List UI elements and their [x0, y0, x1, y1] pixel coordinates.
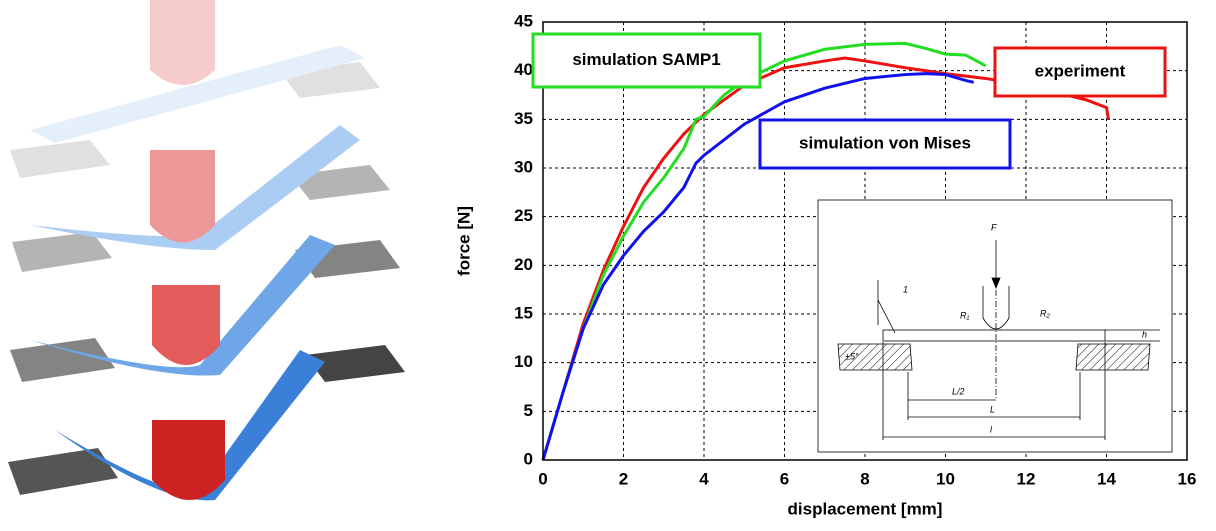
- x-tick-label: 0: [538, 469, 547, 488]
- y-tick-label: 35: [514, 109, 533, 128]
- figure: displacement [mm] force [N] F 1 R₁ R₂ h ±5° L/…: [0, 0, 1216, 526]
- y-tick-label: 0: [524, 449, 533, 468]
- y-tick-label: 30: [514, 157, 533, 176]
- inset-label: h: [1142, 329, 1147, 339]
- y-tick-label: 45: [514, 11, 533, 30]
- inset-label: R₂: [1040, 308, 1050, 318]
- inset-label: 1: [903, 284, 908, 294]
- x-tick-label: 8: [860, 469, 869, 488]
- y-axis-label: force [N]: [454, 206, 473, 276]
- inset-label: L: [990, 404, 995, 414]
- y-tick-label: 10: [514, 352, 533, 371]
- y-tick-label: 25: [514, 206, 533, 225]
- x-tick-label: 6: [780, 469, 789, 488]
- legend-label: simulation von Mises: [799, 133, 971, 152]
- x-tick-label: 2: [619, 469, 628, 488]
- inset-label: ±5°: [845, 351, 859, 361]
- y-tick-label: 5: [524, 401, 533, 420]
- inset-label: L/2: [952, 386, 965, 396]
- y-tick-label: 15: [514, 303, 533, 322]
- inset-label: R₁: [960, 310, 969, 320]
- x-tick-label: 14: [1097, 469, 1116, 488]
- x-tick-label: 10: [936, 469, 955, 488]
- inset-label: F: [991, 222, 997, 232]
- x-axis-label: displacement [mm]: [788, 499, 943, 518]
- legend-label: experiment: [1035, 61, 1126, 80]
- x-tick-label: 16: [1178, 469, 1197, 488]
- fem-renders: [8, 0, 405, 500]
- y-tick-label: 40: [514, 60, 533, 79]
- x-tick-label: 12: [1017, 469, 1036, 488]
- y-tick-label: 20: [514, 255, 533, 274]
- legend-label: simulation SAMP1: [572, 50, 720, 69]
- x-tick-label: 4: [699, 469, 709, 488]
